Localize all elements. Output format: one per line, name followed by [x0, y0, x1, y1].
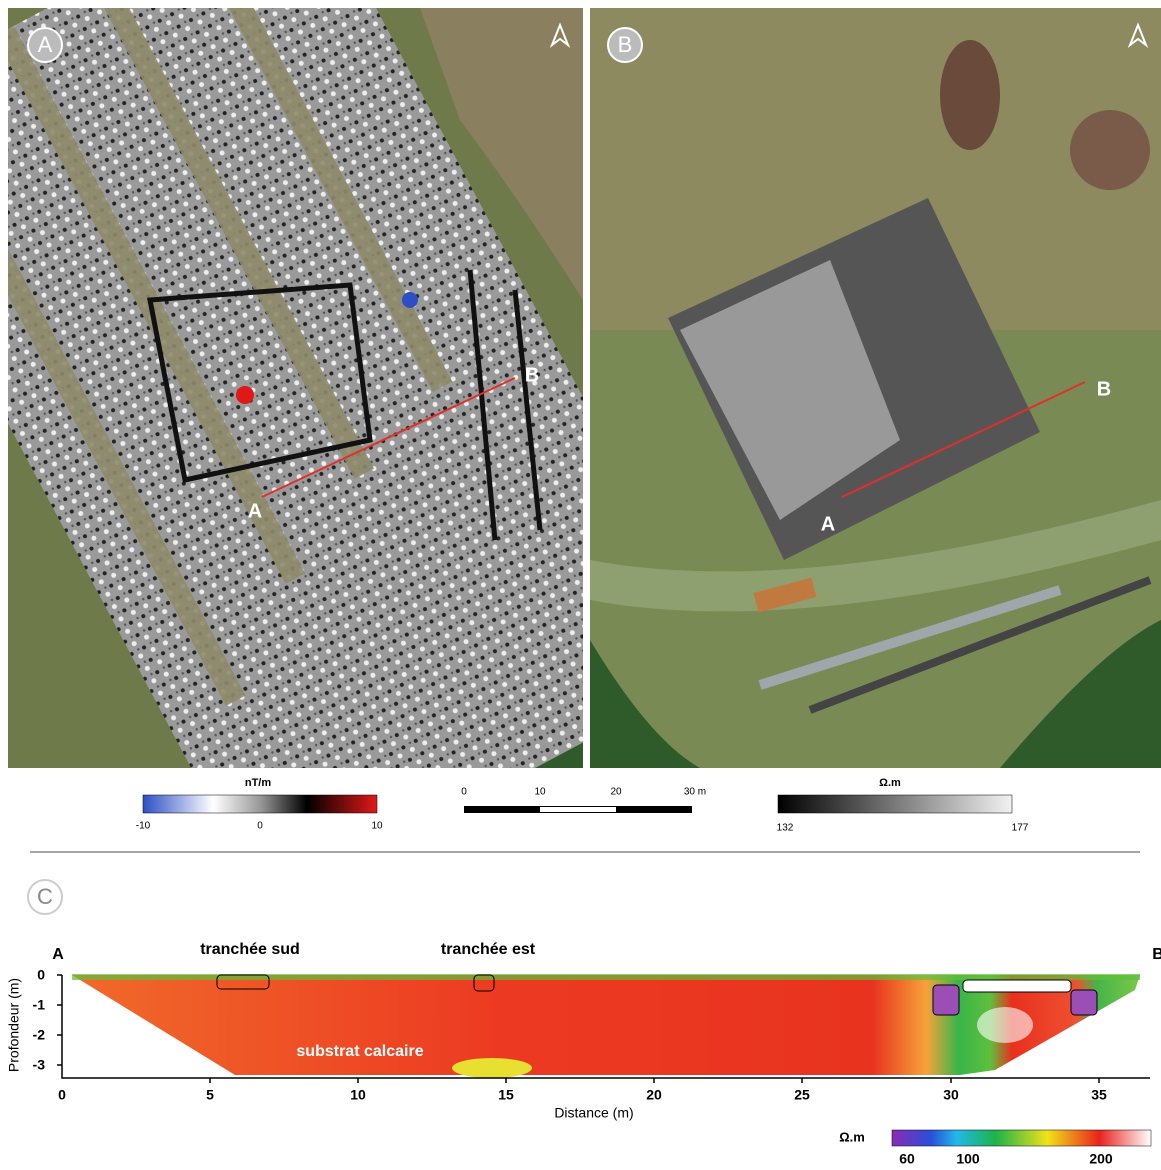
colorbar-unit: Ω.m — [879, 777, 901, 789]
colorbar-tick: 100 — [956, 1151, 980, 1167]
y-tick-label: -3 — [33, 1057, 46, 1073]
x-tick-label: 5 — [206, 1087, 214, 1103]
profile-start: A — [821, 513, 835, 535]
x-tick-label: 35 — [1091, 1087, 1107, 1103]
axis-frame — [57, 974, 1150, 1083]
colorbar — [891, 1129, 1152, 1147]
scale-tick: 30 m — [684, 787, 706, 798]
colorbar-tick: 0 — [257, 821, 263, 832]
y-axis-label: Profondeur (m) — [6, 978, 22, 1072]
x-tick-label: 25 — [794, 1087, 810, 1103]
colorbar-tick: 60 — [899, 1151, 915, 1167]
colorbar-unit: Ω.m — [839, 1129, 865, 1144]
north-arrow — [1127, 22, 1149, 48]
y-tick-label: 0 — [37, 967, 45, 983]
colorbar-unit: nT/m — [245, 777, 271, 789]
colorbar-tick: 177 — [1012, 823, 1029, 834]
scale-bar — [464, 806, 692, 813]
y-tick-label: -1 — [33, 997, 46, 1013]
x-tick-label: 15 — [498, 1087, 514, 1103]
annotation: tranchée est — [441, 941, 536, 958]
colorbar-tick: 10 — [371, 821, 383, 832]
x-tick-label: 30 — [943, 1087, 959, 1103]
x-tick-label: 0 — [58, 1087, 66, 1103]
profile-end: B — [525, 364, 539, 386]
map-b — [590, 8, 1161, 768]
north-arrow — [549, 22, 571, 48]
colorbar — [777, 794, 1013, 814]
x-axis-label: Distance (m) — [554, 1105, 633, 1121]
scale-tick: 0 — [461, 787, 467, 798]
x-tick-label: 20 — [646, 1087, 662, 1103]
panel-label: C — [37, 884, 53, 909]
resistivity-section — [72, 974, 1140, 1078]
annotation: tranchée sud — [200, 941, 300, 958]
section-start: A — [52, 946, 64, 963]
profile-end: B — [1097, 378, 1111, 400]
panel-label: A — [38, 32, 53, 57]
colorbar-tick: -10 — [136, 821, 151, 832]
colorbar-tick: 132 — [777, 823, 794, 834]
profile-start: A — [248, 500, 262, 522]
annotation: substrat calcaire — [296, 1043, 423, 1060]
y-tick-label: -2 — [33, 1027, 46, 1043]
colorbar — [142, 794, 378, 814]
x-tick-label: 10 — [350, 1087, 366, 1103]
map-a — [8, 8, 583, 768]
scale-tick: 20 — [610, 787, 622, 798]
scale-tick: 10 — [534, 787, 546, 798]
panel-label: B — [618, 32, 633, 57]
panel-badge — [607, 27, 643, 63]
panel-badge — [27, 879, 63, 915]
panel-badge — [27, 27, 63, 63]
colorbar-tick: 200 — [1089, 1151, 1113, 1167]
section-end: B — [1152, 946, 1161, 963]
